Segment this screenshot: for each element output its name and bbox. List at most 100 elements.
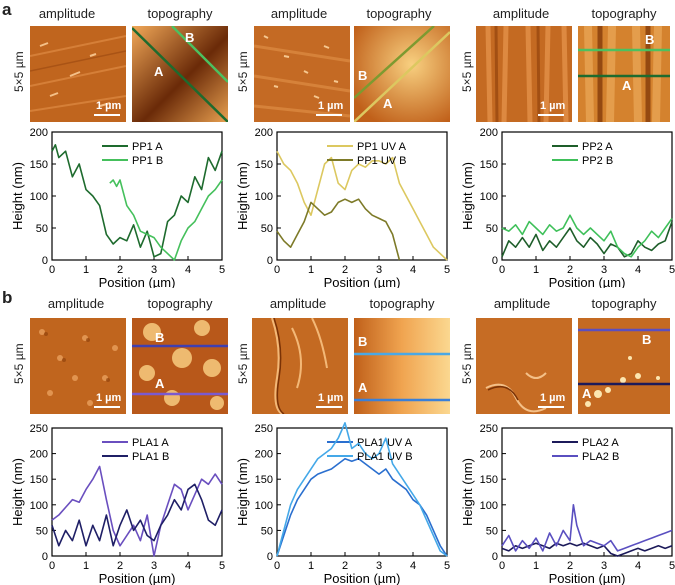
x-axis-label: Position (µm) <box>549 275 626 288</box>
panel-label-a: a <box>2 0 12 19</box>
y-axis-label: Height (nm) <box>235 162 250 230</box>
topography-title: topography <box>147 296 213 311</box>
y-tick-label: 250 <box>480 423 498 435</box>
x-tick-label: 1 <box>83 560 89 572</box>
x-tick-label: 5 <box>219 264 225 276</box>
x-tick-label: 0 <box>499 264 505 276</box>
legend-label: PP1 A <box>132 141 163 153</box>
y-axis-label: Height (nm) <box>460 162 475 230</box>
x-axis-label: Position (µm) <box>99 571 176 585</box>
series-line <box>501 214 673 258</box>
x-tick-label: 3 <box>151 560 157 572</box>
marker-b: B <box>185 30 195 45</box>
y-tick-label: 50 <box>36 223 48 235</box>
series-line <box>51 465 223 557</box>
x-tick-label: 5 <box>444 560 450 572</box>
legend-label: PP1 UV A <box>357 141 407 153</box>
marker-b: B <box>358 68 368 83</box>
x-tick-label: 0 <box>274 560 280 572</box>
scale-bar-label: 1 µm <box>540 392 566 404</box>
amplitude-title: amplitude <box>493 296 551 311</box>
marker-a: A <box>622 78 632 93</box>
y-tick-label: 100 <box>30 191 48 203</box>
y-axis-label: Height (nm) <box>235 458 250 526</box>
y-tick-label: 100 <box>30 500 48 512</box>
y-tick-label: 0 <box>42 255 48 267</box>
series-line <box>501 504 673 552</box>
afm-amplitude-image-pla2 <box>476 318 572 414</box>
y-tick-label: 50 <box>486 223 498 235</box>
scale-bar-label: 1 µm <box>318 392 344 404</box>
legend-label: PP2 A <box>582 141 613 153</box>
y-tick-label: 150 <box>30 474 48 486</box>
x-tick-label: 5 <box>219 560 225 572</box>
x-tick-label: 2 <box>567 560 573 572</box>
x-tick-label: 4 <box>185 264 191 276</box>
series-line <box>51 143 223 258</box>
legend-label: PP1 UV B <box>357 155 407 167</box>
x-tick-label: 5 <box>669 560 675 572</box>
y-tick-label: 200 <box>30 127 48 139</box>
marker-a: A <box>383 96 393 111</box>
afm-topography-image-pla1uv <box>354 318 450 414</box>
y-tick-label: 50 <box>36 525 48 537</box>
scale-bar <box>538 406 564 408</box>
x-tick-label: 5 <box>444 264 450 276</box>
plot-frame <box>51 427 223 557</box>
x-axis-label: Position (µm) <box>324 275 401 288</box>
panel-label-b: b <box>2 288 13 307</box>
amplitude-title: amplitude <box>269 296 327 311</box>
legend-label: PLA1 UV B <box>357 451 413 463</box>
series-line <box>276 150 448 261</box>
afm-amplitude-image-pla1 <box>30 318 126 414</box>
topography-title: topography <box>366 6 432 21</box>
legend-label: PLA1 A <box>132 437 169 449</box>
afm-topography-image-pp1 <box>132 26 228 122</box>
x-tick-label: 0 <box>49 264 55 276</box>
amplitude-title: amplitude <box>38 6 96 21</box>
x-tick-label: 1 <box>533 264 539 276</box>
x-axis-label: Position (µm) <box>549 571 626 585</box>
scale-bar <box>316 114 342 116</box>
size-label: 5×5 µm <box>236 343 250 384</box>
series-line <box>276 422 448 557</box>
x-tick-label: 4 <box>185 560 191 572</box>
plot-frame <box>276 427 448 557</box>
scale-bar-label: 1 µm <box>96 392 122 404</box>
size-label: 5×5 µm <box>12 343 26 384</box>
x-tick-label: 2 <box>117 560 123 572</box>
marker-a: A <box>582 386 592 401</box>
y-tick-label: 100 <box>480 191 498 203</box>
marker-b: B <box>645 32 655 47</box>
x-tick-label: 2 <box>342 560 348 572</box>
legend-label: PLA1 UV A <box>357 437 413 449</box>
x-tick-label: 2 <box>567 264 573 276</box>
amplitude-title: amplitude <box>270 6 328 21</box>
plot-frame <box>501 427 673 557</box>
y-tick-label: 100 <box>480 500 498 512</box>
marker-a: A <box>358 380 368 395</box>
x-tick-label: 3 <box>601 560 607 572</box>
scale-bar <box>316 406 342 408</box>
y-tick-label: 50 <box>486 525 498 537</box>
size-label: 5×5 µm <box>460 51 474 92</box>
y-tick-label: 150 <box>480 474 498 486</box>
legend-label: PLA2 B <box>582 451 619 463</box>
size-label: 5×5 µm <box>460 343 474 384</box>
x-tick-label: 1 <box>308 264 314 276</box>
marker-a: A <box>154 64 164 79</box>
legend-label: PLA2 A <box>582 437 619 449</box>
series-line <box>276 198 401 261</box>
scale-bar <box>538 114 564 116</box>
x-tick-label: 4 <box>635 560 641 572</box>
afm-amplitude-image-pp1uv <box>254 26 350 122</box>
y-tick-label: 150 <box>255 159 273 171</box>
x-tick-label: 1 <box>308 560 314 572</box>
y-tick-label: 100 <box>255 500 273 512</box>
scale-bar <box>94 114 120 116</box>
y-tick-label: 0 <box>267 255 273 267</box>
x-tick-label: 3 <box>376 560 382 572</box>
afm-topography-image-pla1 <box>132 318 228 414</box>
